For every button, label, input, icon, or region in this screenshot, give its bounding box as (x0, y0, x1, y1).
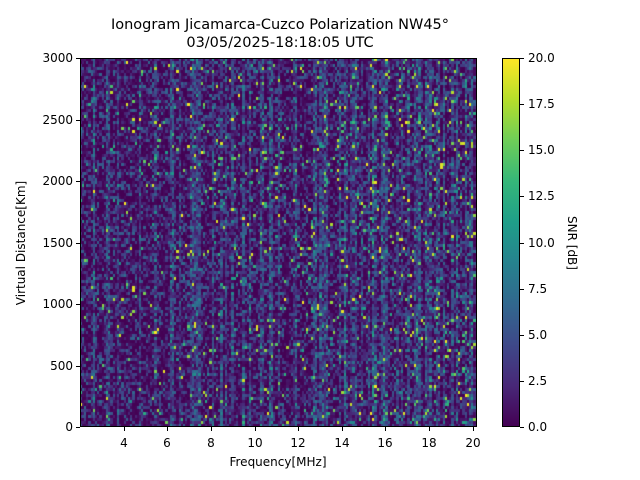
ionogram-heatmap (80, 58, 477, 427)
x-tick (167, 427, 168, 431)
x-tick-label: 18 (421, 436, 437, 450)
colorbar-tick-label: 0.0 (528, 420, 548, 434)
colorbar-tick-label: 20.0 (528, 51, 555, 65)
colorbar-tick (520, 289, 524, 290)
colorbar-tick (520, 335, 524, 336)
colorbar-tick-label: 10.0 (528, 236, 555, 250)
colorbar-tick (520, 381, 524, 382)
x-tick-label: 8 (207, 436, 215, 450)
x-tick (124, 427, 125, 431)
x-axis-title: Frequency[MHz] (229, 455, 327, 469)
y-tick (76, 181, 80, 182)
x-tick (255, 427, 256, 431)
colorbar-tick (520, 104, 524, 105)
x-tick-label: 12 (290, 436, 306, 450)
y-tick-label: 500 (50, 359, 73, 373)
colorbar-tick-label: 17.5 (528, 97, 555, 111)
y-tick (76, 427, 80, 428)
y-tick (76, 58, 80, 59)
x-tick-label: 10 (247, 436, 263, 450)
colorbar-tick-label: 5.0 (528, 328, 548, 342)
x-tick (429, 427, 430, 431)
colorbar-tick-label: 7.5 (528, 282, 548, 296)
x-tick (385, 427, 386, 431)
colorbar-title: SNR [dB] (565, 216, 579, 270)
colorbar-tick (520, 58, 524, 59)
y-tick-label: 0 (65, 420, 73, 434)
y-tick-label: 1000 (42, 297, 73, 311)
colorbar-tick (520, 196, 524, 197)
chart-title: Ionogram Jicamarca-Cuzco Polarization NW… (110, 17, 450, 33)
colorbar-tick-label: 15.0 (528, 143, 555, 157)
y-tick (76, 366, 80, 367)
colorbar-tick-label: 12.5 (528, 189, 555, 203)
x-tick-label: 14 (334, 436, 350, 450)
colorbar-tick (520, 427, 524, 428)
x-tick (298, 427, 299, 431)
y-tick-label: 3000 (42, 51, 73, 65)
colorbar-tick-label: 2.5 (528, 374, 548, 388)
x-tick-label: 16 (377, 436, 393, 450)
y-tick (76, 304, 80, 305)
x-tick (473, 427, 474, 431)
x-tick-label: 6 (163, 436, 171, 450)
x-tick-label: 20 (465, 436, 481, 450)
y-tick (76, 120, 80, 121)
y-tick-label: 1500 (42, 236, 73, 250)
chart-subtitle: 03/05/2025-18:18:05 UTC (186, 35, 374, 51)
colorbar-tick (520, 150, 524, 151)
y-axis-title: Virtual Distance[Km] (14, 180, 28, 306)
colorbar (502, 58, 520, 427)
colorbar-tick (520, 243, 524, 244)
y-tick-label: 2500 (42, 113, 73, 127)
y-tick-label: 2000 (42, 174, 73, 188)
x-tick-label: 4 (120, 436, 128, 450)
x-tick (211, 427, 212, 431)
x-tick (342, 427, 343, 431)
y-tick (76, 243, 80, 244)
